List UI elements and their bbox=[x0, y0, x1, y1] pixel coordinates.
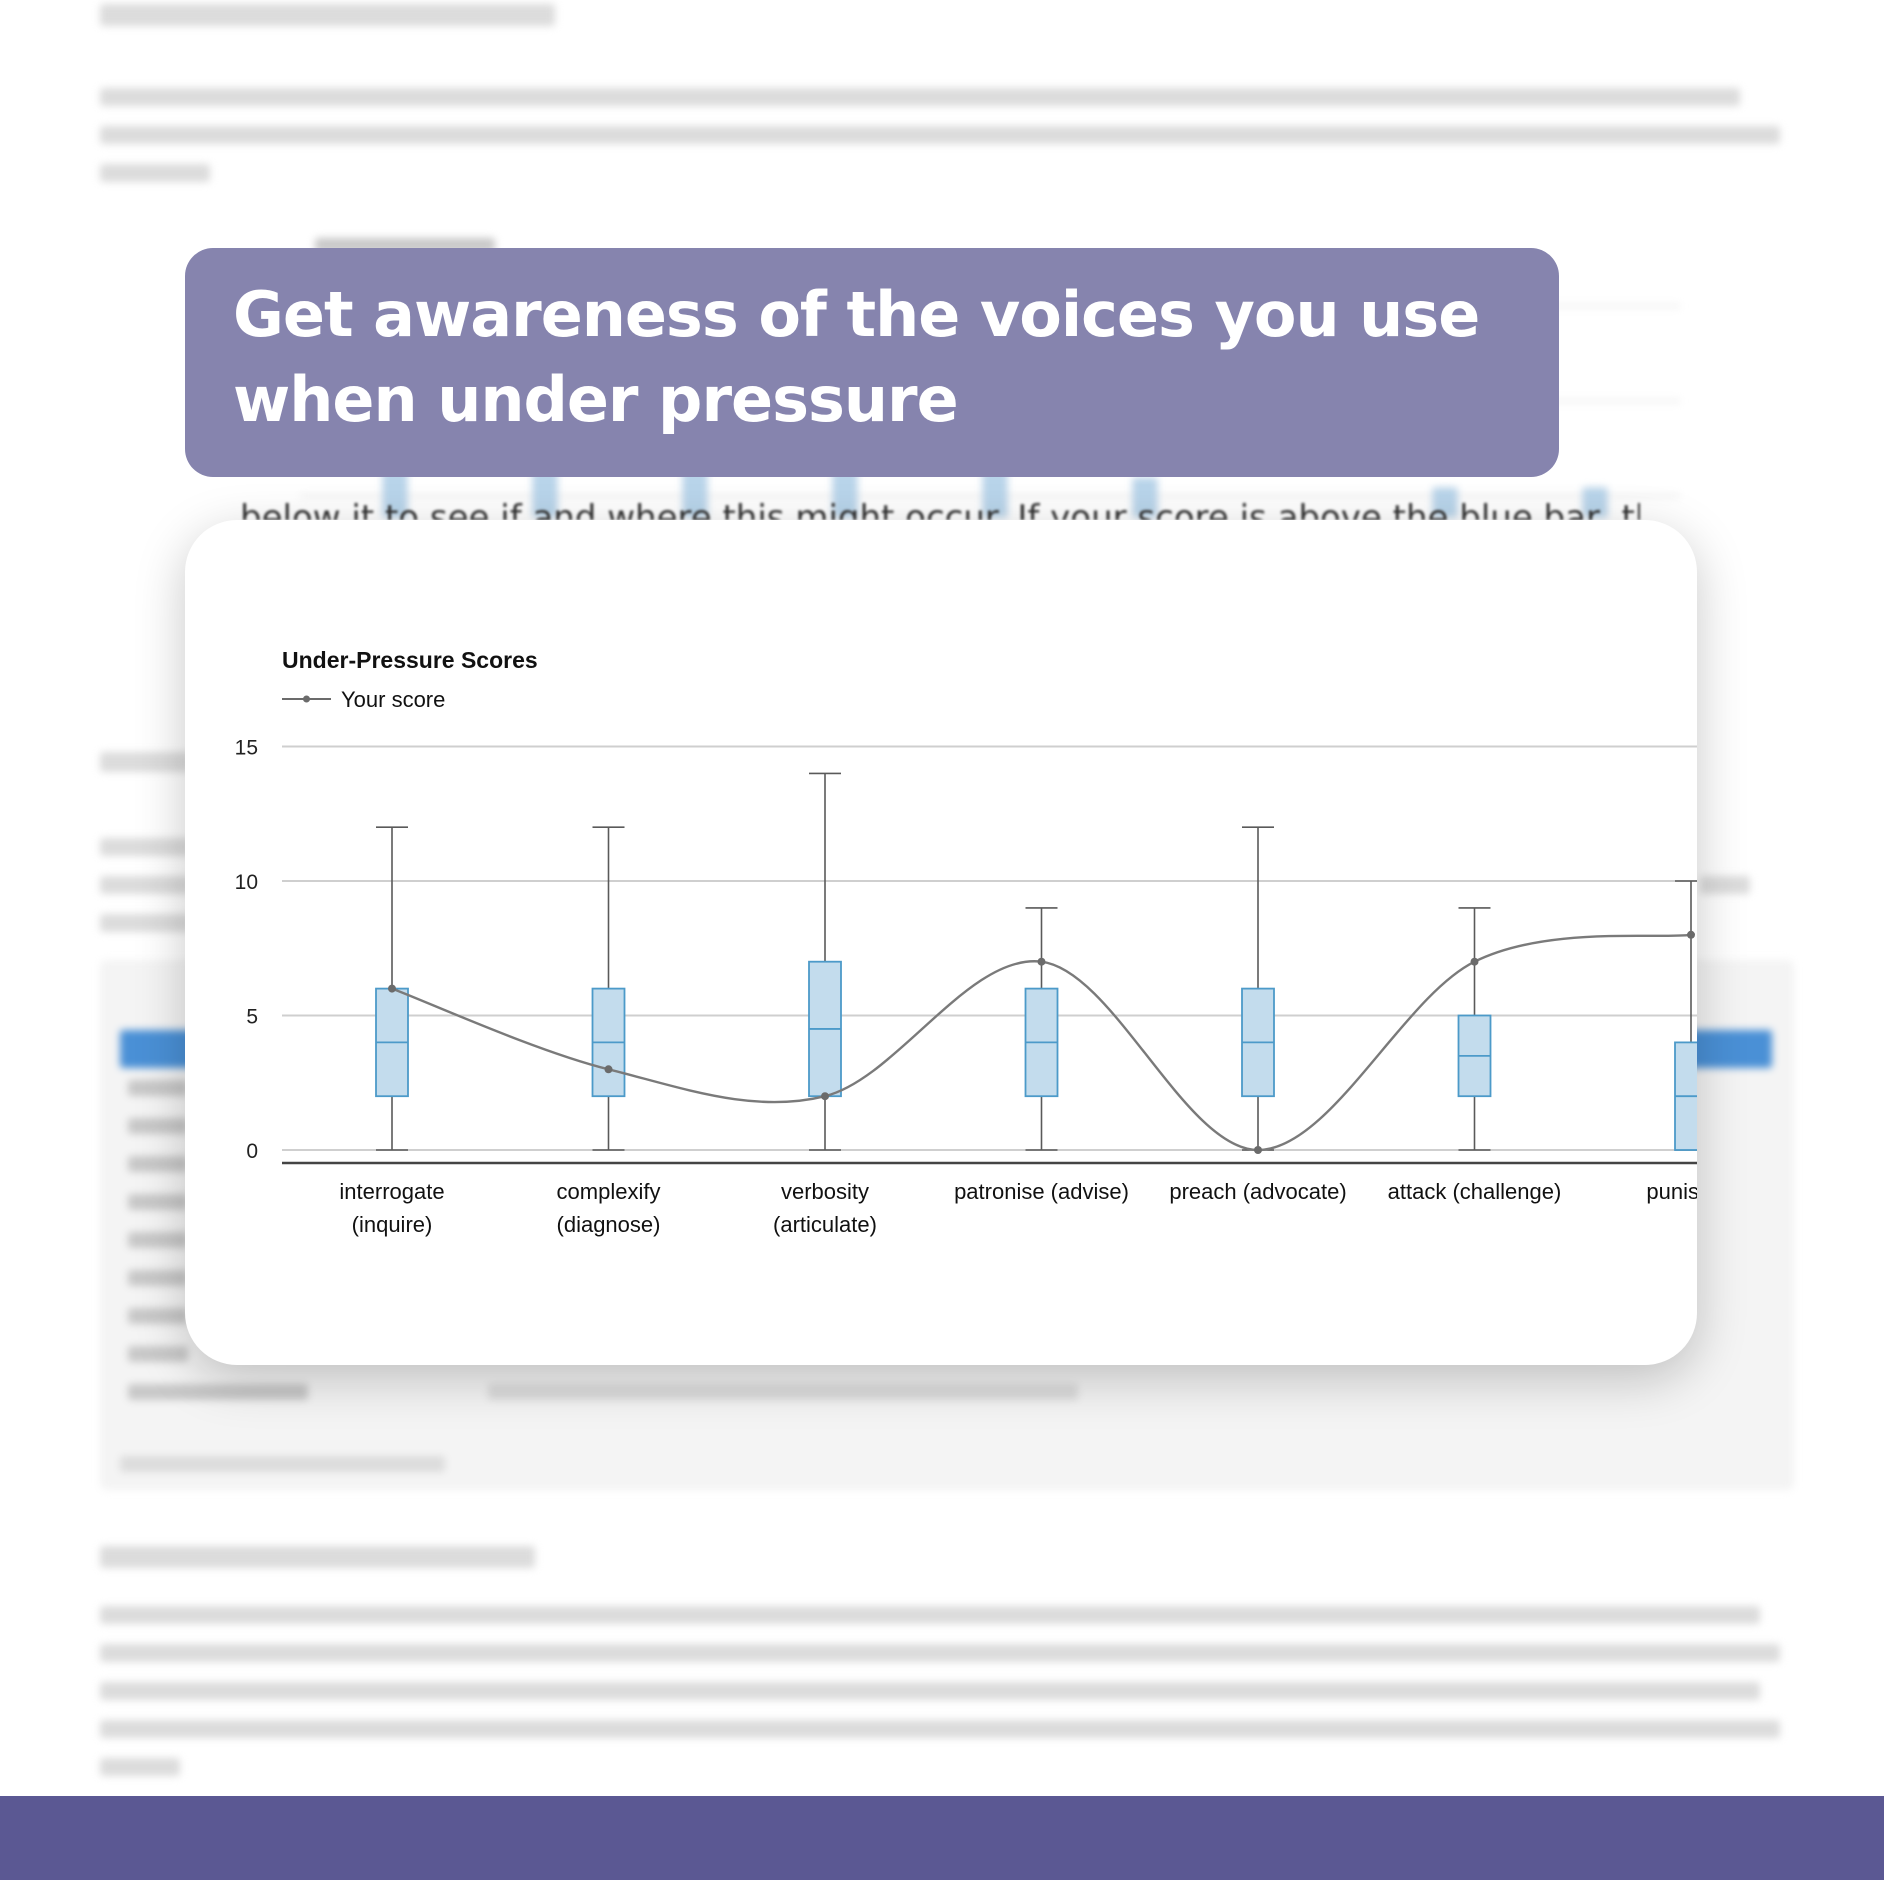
bg-table-cell bbox=[128, 1118, 188, 1134]
banner: Get awareness of the voices you use when… bbox=[185, 248, 1559, 477]
bg-table-cell bbox=[128, 1384, 308, 1400]
x-tick-label: (articulate) bbox=[773, 1212, 877, 1237]
box-plot-chart: Under-Pressure Scores Your score 0 5 10 15 i… bbox=[235, 647, 1697, 1237]
score-point bbox=[1037, 957, 1046, 966]
bg-heading bbox=[100, 4, 555, 26]
bg-heading bbox=[100, 752, 190, 772]
bg-text-line bbox=[100, 838, 190, 856]
bg-table-cell bbox=[128, 1194, 188, 1210]
footer-band bbox=[0, 1796, 1884, 1880]
bg-text-line bbox=[100, 126, 1780, 144]
bg-table-cell bbox=[128, 1156, 188, 1172]
x-tick-label: attack (challenge) bbox=[1388, 1179, 1562, 1204]
clipped-text: below it to see if and where this might … bbox=[240, 498, 1640, 520]
bg-text-line bbox=[100, 164, 210, 182]
x-tick-label: preach (advocate) bbox=[1169, 1179, 1346, 1204]
x-tick-label: interrogate bbox=[339, 1179, 444, 1204]
y-tick-label: 5 bbox=[246, 1006, 258, 1029]
bg-table-cell bbox=[128, 1346, 188, 1362]
chart-card: Under-Pressure Scores Your score 0 5 10 15 i… bbox=[185, 520, 1697, 1365]
banner-title: Get awareness of the voices you use when… bbox=[233, 278, 1480, 436]
score-point bbox=[821, 1092, 829, 1101]
score-point bbox=[604, 1065, 613, 1074]
x-tick-label: (inquire) bbox=[352, 1212, 433, 1237]
bg-text-line bbox=[100, 876, 190, 894]
bg-table-cell bbox=[128, 1080, 188, 1096]
bg-text-line bbox=[100, 1720, 1780, 1738]
bg-text-line bbox=[100, 88, 1740, 106]
x-tick-label: patronise (advise) bbox=[954, 1179, 1129, 1204]
bg-table-cell bbox=[128, 1308, 188, 1324]
bg-text-line bbox=[100, 1644, 1780, 1662]
x-tick-label: verbosity bbox=[781, 1179, 869, 1204]
clipped-text-line: below it to see if and where this might … bbox=[240, 490, 1640, 520]
chart-title: Under-Pressure Scores bbox=[282, 647, 538, 673]
bg-box bbox=[1133, 478, 1157, 517]
bg-table-cell bbox=[128, 1270, 188, 1286]
y-tick-label: 10 bbox=[235, 871, 258, 894]
bg-box bbox=[533, 470, 557, 517]
bg-table-cell bbox=[128, 1232, 188, 1248]
legend-label: Your score bbox=[341, 687, 445, 712]
x-tick-label: punish (c bbox=[1646, 1179, 1697, 1204]
bg-text-line bbox=[100, 1606, 1760, 1624]
bg-box bbox=[983, 470, 1007, 517]
legend: Your score bbox=[282, 687, 445, 712]
score-point bbox=[388, 984, 396, 993]
bg-box bbox=[833, 470, 857, 517]
bg-box bbox=[1583, 488, 1607, 517]
score-point bbox=[1470, 957, 1479, 966]
y-tick-label: 0 bbox=[246, 1140, 258, 1163]
bg-table-note bbox=[120, 1456, 445, 1472]
x-tick-label: (diagnose) bbox=[557, 1212, 661, 1237]
bg-heading bbox=[100, 1546, 535, 1568]
bg-text-line bbox=[1700, 876, 1750, 894]
x-tick-label: complexify bbox=[557, 1179, 661, 1204]
score-point bbox=[1687, 930, 1695, 939]
y-tick-label: 15 bbox=[235, 737, 258, 760]
bg-text-line bbox=[100, 914, 190, 932]
bg-box bbox=[1433, 488, 1457, 517]
legend-marker bbox=[303, 695, 310, 703]
bg-text-line bbox=[100, 1758, 180, 1776]
bg-text-line bbox=[100, 1682, 1760, 1700]
bg-table-cell bbox=[488, 1384, 1078, 1400]
score-point bbox=[1254, 1146, 1262, 1154]
